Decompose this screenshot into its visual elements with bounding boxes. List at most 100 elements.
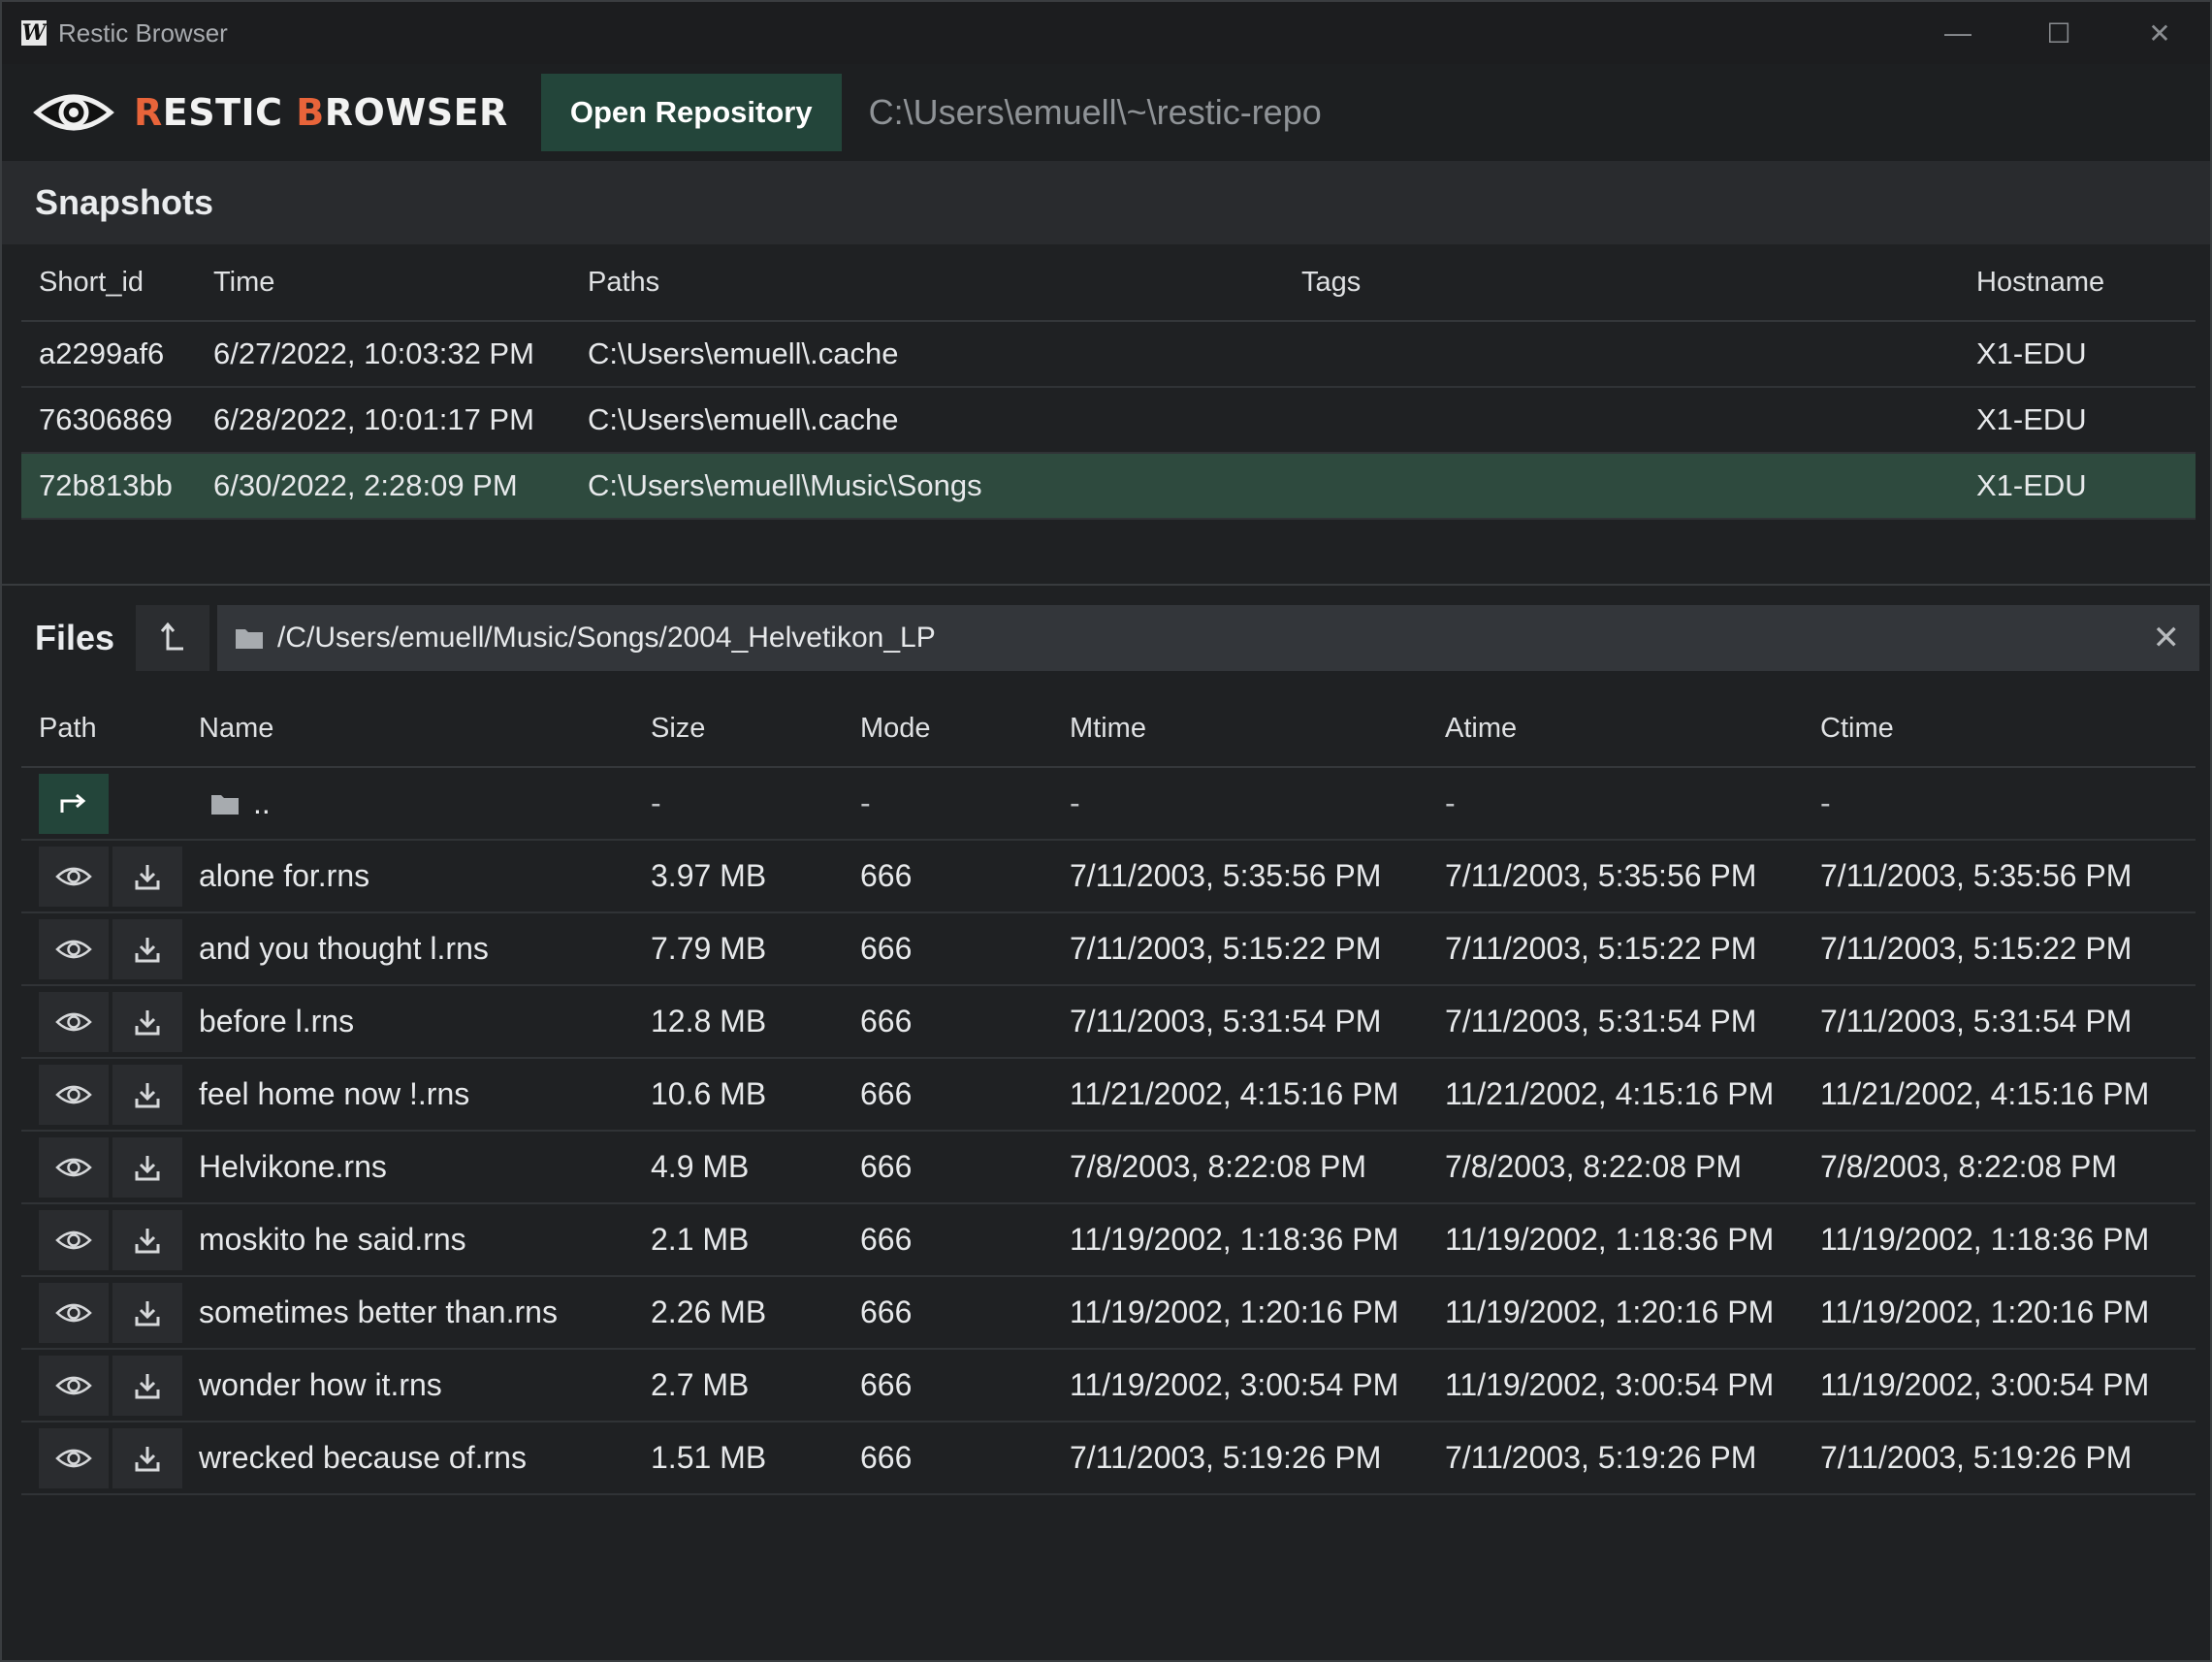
file-row[interactable]: wrecked because of.rns 1.51 MB 666 7/11/… <box>21 1422 2196 1495</box>
preview-button[interactable] <box>39 1209 109 1270</box>
file-row[interactable]: moskito he said.rns 2.1 MB 666 11/19/200… <box>21 1204 2196 1277</box>
file-atime: 7/11/2003, 5:35:56 PM <box>1445 858 1757 893</box>
snapshot-row[interactable]: 76306869 6/28/2022, 10:01:17 PM C:\Users… <box>21 388 2196 454</box>
file-mode: 666 <box>860 1440 913 1475</box>
file-atime: 11/19/2002, 3:00:54 PM <box>1445 1367 1775 1402</box>
clear-path-icon[interactable]: ✕ <box>2152 620 2181 656</box>
file-mode: 666 <box>860 931 913 966</box>
file-name: Helvikone.rns <box>199 1149 387 1184</box>
file-mode: 666 <box>860 1222 913 1257</box>
preview-button[interactable] <box>39 991 109 1052</box>
restore-button[interactable] <box>112 918 182 979</box>
file-row[interactable]: sometimes better than.rns 2.26 MB 666 11… <box>21 1277 2196 1350</box>
file-mode: 666 <box>860 1149 913 1184</box>
open-repository-button[interactable]: Open Repository <box>540 74 842 151</box>
restore-button[interactable] <box>112 1064 182 1125</box>
restore-button[interactable] <box>112 1136 182 1198</box>
preview-button[interactable] <box>39 1136 109 1198</box>
file-ctime: 7/11/2003, 5:19:26 PM <box>1820 1440 2132 1475</box>
file-mode: - <box>860 785 871 820</box>
path-actions <box>21 773 199 834</box>
column-header-short-id[interactable]: Short_id <box>39 266 144 298</box>
file-row[interactable]: wonder how it.rns 2.7 MB 666 11/19/2002,… <box>21 1350 2196 1422</box>
restore-button[interactable] <box>112 991 182 1052</box>
file-row[interactable]: alone for.rns 3.97 MB 666 7/11/2003, 5:3… <box>21 841 2196 913</box>
file-row[interactable]: Helvikone.rns 4.9 MB 666 7/8/2003, 8:22:… <box>21 1132 2196 1204</box>
file-ctime: 7/8/2003, 8:22:08 PM <box>1820 1149 2117 1184</box>
column-header-name[interactable]: Name <box>199 712 274 744</box>
snapshots-table-header: Short_id Time Paths Tags Hostname <box>21 244 2196 322</box>
file-row[interactable]: feel home now !.rns 10.6 MB 666 11/21/20… <box>21 1059 2196 1132</box>
eye-logo-icon <box>33 94 114 131</box>
column-header-ctime[interactable]: Ctime <box>1820 712 1894 744</box>
snapshot-paths: C:\Users\emuell\.cache <box>588 336 899 370</box>
parent-directory-row[interactable]: .. - - - - - <box>21 768 2196 841</box>
file-row[interactable]: and you thought l.rns 7.79 MB 666 7/11/2… <box>21 913 2196 986</box>
download-icon <box>135 1009 160 1035</box>
files-title: Files <box>35 618 115 657</box>
close-button[interactable]: ✕ <box>2148 17 2171 48</box>
column-header-path[interactable]: Path <box>39 712 97 744</box>
path-actions <box>21 918 199 979</box>
snapshot-paths: C:\Users\emuell\Music\Songs <box>588 468 982 502</box>
download-icon <box>135 1228 160 1253</box>
eye-icon <box>55 1158 92 1176</box>
file-atime: 7/11/2003, 5:31:54 PM <box>1445 1004 1757 1039</box>
snapshot-row[interactable]: a2299af6 6/27/2022, 10:03:32 PM C:\Users… <box>21 322 2196 388</box>
file-atime: 11/19/2002, 1:20:16 PM <box>1445 1294 1775 1329</box>
file-mtime: 7/11/2003, 5:35:56 PM <box>1070 858 1382 893</box>
file-name: sometimes better than.rns <box>199 1294 558 1329</box>
minimize-button[interactable]: — <box>1944 17 1972 48</box>
file-size: 3.97 MB <box>651 858 767 893</box>
preview-button[interactable] <box>39 846 109 907</box>
repository-path: C:\Users\emuell\~\restic-repo <box>868 92 1322 132</box>
parent-directory-button[interactable] <box>136 605 210 671</box>
column-header-tags[interactable]: Tags <box>1301 266 1362 298</box>
folder-icon <box>236 629 264 649</box>
column-header-atime[interactable]: Atime <box>1445 712 1518 744</box>
eye-icon <box>55 1449 92 1467</box>
snapshot-id: 72b813bb <box>39 468 173 502</box>
enter-directory-button[interactable] <box>39 773 109 834</box>
file-atime: 7/11/2003, 5:19:26 PM <box>1445 1440 1757 1475</box>
snapshot-hostname: X1-EDU <box>1976 336 2087 370</box>
file-mtime: 11/19/2002, 1:20:16 PM <box>1070 1294 1399 1329</box>
restore-button[interactable] <box>112 1209 182 1270</box>
restore-button[interactable] <box>112 846 182 907</box>
column-header-size[interactable]: Size <box>651 712 706 744</box>
maximize-button[interactable]: ☐ <box>2046 17 2071 48</box>
file-size: 2.1 MB <box>651 1222 750 1257</box>
level-up-icon <box>160 622 184 651</box>
file-mode: 666 <box>860 858 913 893</box>
file-size: - <box>651 785 661 820</box>
files-toolbar: Files /C/Users/emuell/Music/Songs/2004_H… <box>2 601 2210 675</box>
path-field[interactable]: /C/Users/emuell/Music/Songs/2004_Helveti… <box>217 605 2200 671</box>
preview-button[interactable] <box>39 1064 109 1125</box>
file-mode: 666 <box>860 1004 913 1039</box>
logo-text: RESTIC BROWSER <box>134 91 508 134</box>
snapshot-row-selected[interactable]: 72b813bb 6/30/2022, 2:28:09 PM C:\Users\… <box>21 454 2196 520</box>
file-atime: 7/11/2003, 5:15:22 PM <box>1445 931 1757 966</box>
file-mtime: 7/11/2003, 5:19:26 PM <box>1070 1440 1382 1475</box>
path-actions <box>21 846 199 907</box>
column-header-time[interactable]: Time <box>213 266 275 298</box>
file-mtime: - <box>1070 785 1080 820</box>
preview-button[interactable] <box>39 1355 109 1416</box>
file-rows: alone for.rns 3.97 MB 666 7/11/2003, 5:3… <box>21 841 2196 1495</box>
preview-button[interactable] <box>39 918 109 979</box>
restore-button[interactable] <box>112 1282 182 1343</box>
eye-icon <box>55 940 92 958</box>
restore-button[interactable] <box>112 1355 182 1416</box>
logo-letter-r: R <box>134 91 163 134</box>
file-row[interactable]: before l.rns 12.8 MB 666 7/11/2003, 5:31… <box>21 986 2196 1059</box>
column-header-paths[interactable]: Paths <box>588 266 660 298</box>
column-header-mtime[interactable]: Mtime <box>1070 712 1146 744</box>
preview-button[interactable] <box>39 1282 109 1343</box>
pane-divider[interactable] <box>2 584 2210 586</box>
window-controls: — ☐ ✕ <box>1907 2 2210 64</box>
column-header-mode[interactable]: Mode <box>860 712 931 744</box>
preview-button[interactable] <box>39 1427 109 1488</box>
restore-button[interactable] <box>112 1427 182 1488</box>
column-header-hostname[interactable]: Hostname <box>1976 266 2105 298</box>
file-name: feel home now !.rns <box>199 1076 470 1111</box>
